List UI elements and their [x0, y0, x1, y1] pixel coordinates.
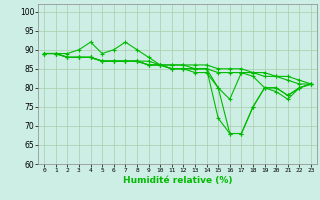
X-axis label: Humidité relative (%): Humidité relative (%)	[123, 176, 232, 185]
